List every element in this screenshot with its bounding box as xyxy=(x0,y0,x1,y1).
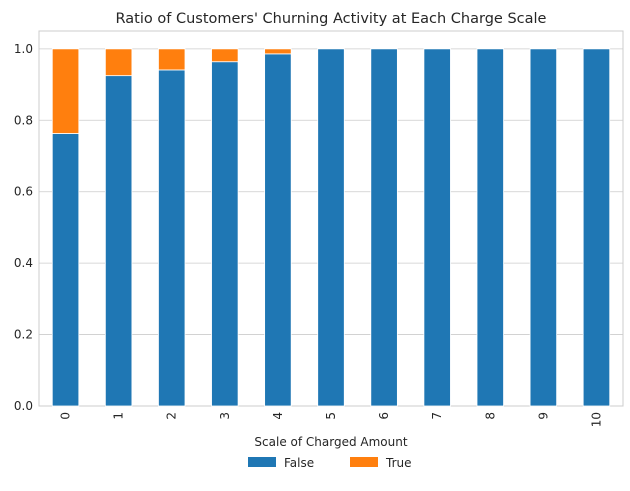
x-tick-label: 2 xyxy=(165,412,179,420)
x-tick-label: 1 xyxy=(112,412,126,420)
x-tick-label: 4 xyxy=(271,412,285,420)
y-tick-label: 0.6 xyxy=(14,185,33,199)
x-tick-label: 7 xyxy=(430,412,444,420)
bar-true-2 xyxy=(158,48,186,71)
bars-layer xyxy=(51,48,611,407)
bar-false-1 xyxy=(104,75,133,407)
bar-false-0 xyxy=(51,133,80,407)
bar-false-4 xyxy=(264,53,292,407)
x-tick-label: 0 xyxy=(59,412,73,420)
legend-label-true: True xyxy=(385,456,412,470)
bar-true-3 xyxy=(211,48,239,63)
bar-true-0 xyxy=(51,48,80,134)
y-axis-ticks: 0.0 0.2 0.4 0.6 0.8 1.0 xyxy=(14,42,33,413)
bar-false-6 xyxy=(370,48,398,407)
bar-false-9 xyxy=(529,48,558,407)
bar-false-5 xyxy=(317,48,345,407)
legend-label-false: False xyxy=(284,456,314,470)
x-axis-ticks: 0 1 2 3 4 5 6 7 8 9 10 xyxy=(59,412,604,427)
bar-false-2 xyxy=(158,69,186,407)
y-tick-label: 0.2 xyxy=(14,328,33,342)
y-tick-label: 0.8 xyxy=(14,113,33,127)
x-tick-label: 9 xyxy=(536,412,550,420)
x-tick-label: 10 xyxy=(589,412,603,427)
x-tick-label: 8 xyxy=(483,412,497,420)
bar-true-1 xyxy=(104,48,133,77)
x-tick-label: 5 xyxy=(324,412,338,420)
legend-swatch-true xyxy=(350,457,378,467)
bar-true-4 xyxy=(264,48,292,55)
bar-false-10 xyxy=(582,48,611,407)
bar-false-3 xyxy=(211,61,239,407)
x-tick-label: 3 xyxy=(218,412,232,420)
y-tick-label: 0.4 xyxy=(14,256,33,270)
x-axis-label: Scale of Charged Amount xyxy=(254,435,407,449)
y-tick-label: 0.0 xyxy=(14,399,33,413)
bar-false-8 xyxy=(476,48,504,407)
y-tick-label: 1.0 xyxy=(14,42,33,56)
chart-title: Ratio of Customers' Churning Activity at… xyxy=(116,11,547,27)
legend-swatch-false xyxy=(248,457,276,467)
x-tick-label: 6 xyxy=(377,412,391,420)
bar-false-7 xyxy=(423,48,451,407)
legend: False True xyxy=(248,456,412,470)
